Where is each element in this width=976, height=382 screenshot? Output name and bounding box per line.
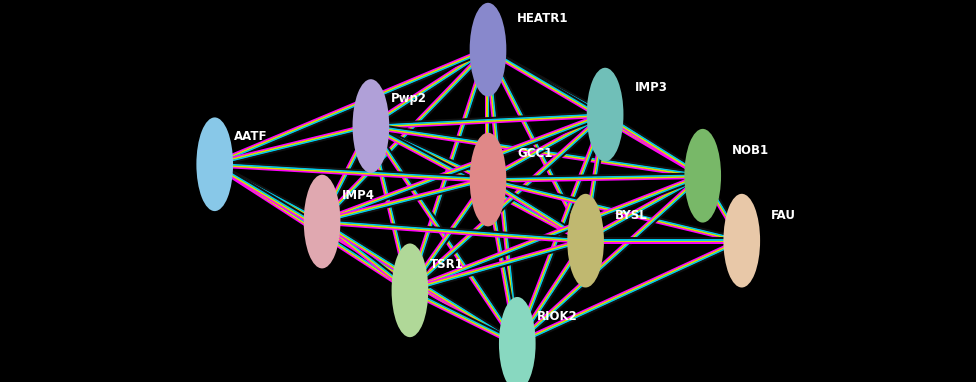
Text: NOB1: NOB1 <box>732 144 769 157</box>
Text: TSR1: TSR1 <box>429 258 464 271</box>
Text: IMP4: IMP4 <box>342 189 375 202</box>
Ellipse shape <box>469 133 507 227</box>
Ellipse shape <box>723 194 760 288</box>
Text: FAU: FAU <box>771 209 796 222</box>
Ellipse shape <box>391 243 428 337</box>
Ellipse shape <box>196 117 233 211</box>
Ellipse shape <box>352 79 389 173</box>
Ellipse shape <box>499 297 536 382</box>
Ellipse shape <box>684 129 721 223</box>
Text: AATF: AATF <box>234 130 267 143</box>
Ellipse shape <box>304 175 341 269</box>
Text: Pwp2: Pwp2 <box>390 92 427 105</box>
Ellipse shape <box>587 68 624 162</box>
Text: HEATR1: HEATR1 <box>517 12 569 25</box>
Text: RIOK2: RIOK2 <box>537 310 578 323</box>
Ellipse shape <box>567 194 604 288</box>
Text: GCC1: GCC1 <box>517 147 552 160</box>
Text: BYSL: BYSL <box>615 209 648 222</box>
Ellipse shape <box>469 3 507 97</box>
Text: IMP3: IMP3 <box>634 81 668 94</box>
